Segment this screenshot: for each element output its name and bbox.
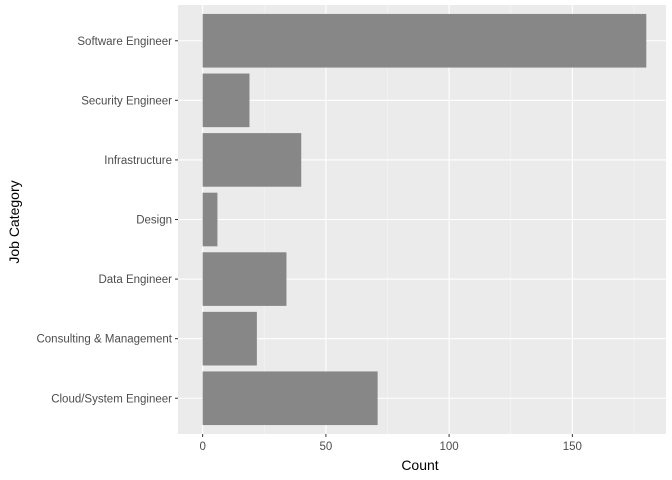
x-tick-label: 0 [199, 441, 205, 453]
bar-cloud-system-engineer [202, 371, 378, 426]
bar-design [202, 192, 218, 247]
bar-data-engineer [202, 252, 287, 306]
x-tick-label: 150 [563, 441, 582, 453]
y-tick-label: Software Engineer [77, 36, 172, 48]
bar-infrastructure [202, 133, 302, 187]
bar-security-engineer [202, 73, 250, 128]
y-tick-label: Cloud/System Engineer [51, 393, 172, 405]
y-tick-label: Consulting & Management [36, 334, 172, 346]
y-tick-label: Infrastructure [104, 155, 172, 167]
y-tick-label: Security Engineer [81, 95, 172, 107]
axes: Cloud/System Engineer Consulting & Manage… [36, 36, 581, 453]
bar-software-engineer [202, 13, 647, 68]
y-axis-title: Job Category [6, 180, 22, 263]
y-tick-label: Data Engineer [98, 274, 172, 286]
x-tick-label: 100 [440, 441, 459, 453]
x-tick-label: 50 [319, 441, 332, 453]
y-tick-label: Design [136, 215, 172, 227]
x-axis-title: Count [401, 457, 438, 473]
bar-consulting-management [202, 311, 257, 366]
bars [202, 13, 647, 426]
